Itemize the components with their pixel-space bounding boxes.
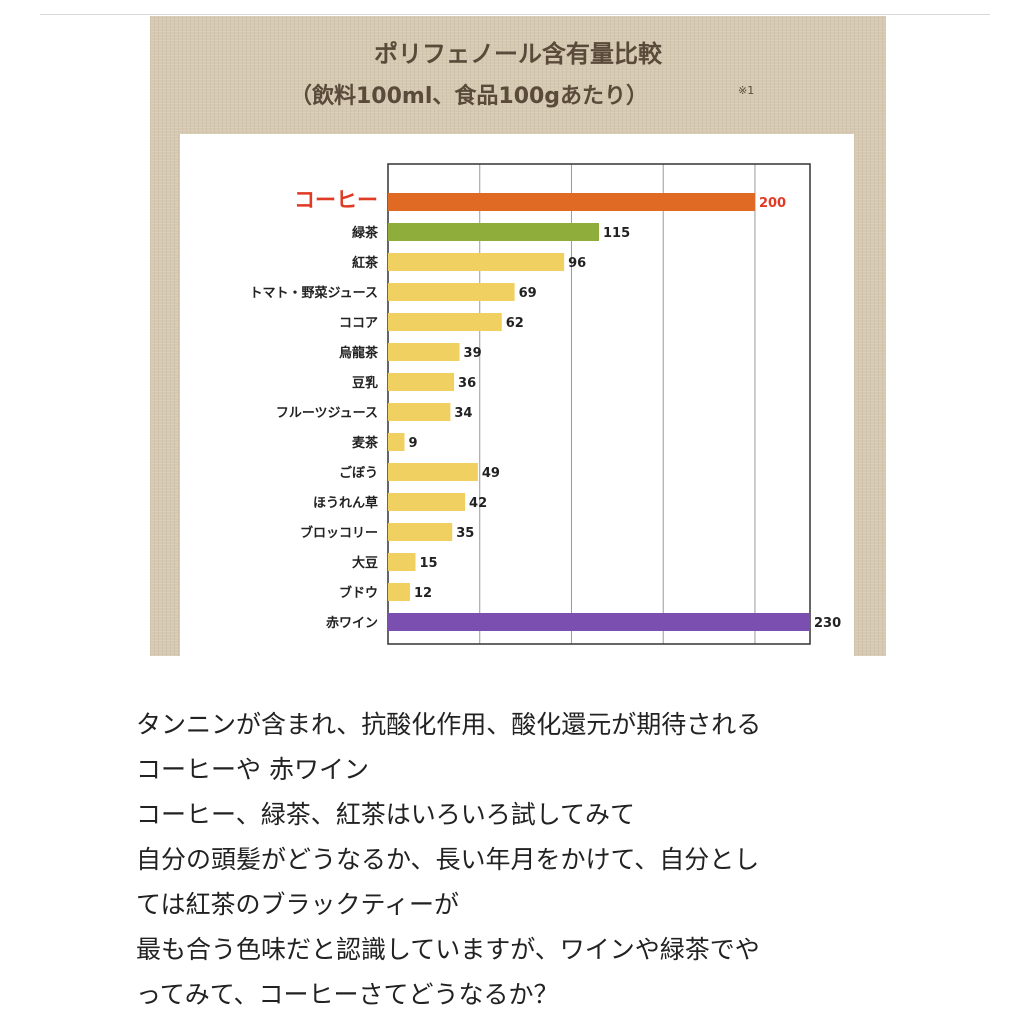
value-label: 49 — [482, 466, 500, 481]
bar — [388, 343, 460, 361]
category-label: ほうれん草 — [313, 495, 378, 511]
bar — [388, 523, 453, 541]
category-label: 豆乳 — [352, 375, 378, 391]
value-label: 35 — [456, 526, 474, 541]
value-label: 9 — [409, 436, 418, 451]
bar-chart: コーヒー 200 緑茶 115 紅茶 96 トマト・野菜ジュース 69 ココア 62 烏龍茶 39 豆乳… — [250, 163, 841, 645]
category-label: ブロッコリー — [300, 525, 378, 541]
category-label: 大豆 — [352, 555, 378, 571]
value-label: 69 — [519, 286, 537, 301]
value-label: 62 — [506, 316, 524, 331]
bar — [388, 193, 755, 211]
chart-title: ポリフェノール含有量比較 — [374, 40, 662, 68]
top-divider — [40, 14, 990, 15]
category-label: 緑茶 — [352, 225, 379, 241]
body-line: コーヒーや 赤ワイン — [136, 755, 369, 784]
bar — [388, 403, 451, 421]
bar — [388, 583, 411, 601]
value-label: 12 — [414, 586, 432, 601]
body-line: 自分の頭髪がどうなるか、長い年月をかけて、自分とし — [136, 845, 760, 874]
body-line: タンニンが含まれ、抗酸化作用、酸化還元が期待される — [136, 710, 762, 739]
category-label: ココア — [339, 316, 378, 331]
bar — [388, 493, 466, 511]
category-label: 烏龍茶 — [339, 345, 379, 361]
value-label: 230 — [814, 616, 841, 631]
body-line: 最も合う色味だと認識していますが、ワインや緑茶でや — [136, 935, 760, 964]
value-label: 15 — [420, 556, 438, 571]
category-label: 紅茶 — [352, 255, 379, 271]
bar — [388, 613, 810, 631]
category-label: 赤ワイン — [326, 615, 378, 631]
bar — [388, 223, 599, 241]
value-label: 115 — [603, 226, 630, 241]
body-line: ては紅茶のブラックティーが — [136, 890, 460, 919]
value-label: 34 — [454, 406, 472, 421]
chart-figure: ポリフェノール含有量比較 （飲料100ml、食品100gあたり） ※1 コーヒー… — [150, 16, 886, 656]
bar — [388, 253, 565, 271]
category-label: コーヒー — [294, 188, 378, 212]
value-label: 96 — [568, 256, 586, 271]
value-label: 200 — [759, 196, 786, 211]
bar — [388, 433, 405, 451]
category-label: 麦茶 — [352, 435, 379, 451]
value-label: 36 — [458, 376, 476, 391]
category-label: トマト・野菜ジュース — [250, 285, 378, 301]
category-label: ブドウ — [339, 585, 378, 601]
value-label: 39 — [464, 346, 482, 361]
chart-footnote-mark: ※1 — [738, 84, 755, 97]
body-line: ってみて、コーヒーさてどうなるか？ — [136, 980, 559, 1009]
body-line: コーヒー、緑茶、紅茶はいろいろ試してみて — [136, 800, 636, 829]
bar — [388, 463, 478, 481]
bar — [388, 553, 416, 571]
post-body-text: タンニンが含まれ、抗酸化作用、酸化還元が期待される コーヒーや 赤ワイン コーヒ… — [136, 702, 906, 1017]
plot-panel: コーヒー 200 緑茶 115 紅茶 96 トマト・野菜ジュース 69 ココア 62 烏龍茶 39 豆乳… — [180, 134, 854, 656]
chart-subtitle: （飲料100ml、食品100gあたり） — [290, 84, 649, 109]
category-label: フルーツジュース — [276, 406, 378, 421]
bar — [388, 373, 455, 391]
bar — [388, 313, 502, 331]
value-label: 42 — [469, 496, 487, 511]
bar — [388, 283, 515, 301]
category-label: ごぼう — [339, 465, 378, 481]
